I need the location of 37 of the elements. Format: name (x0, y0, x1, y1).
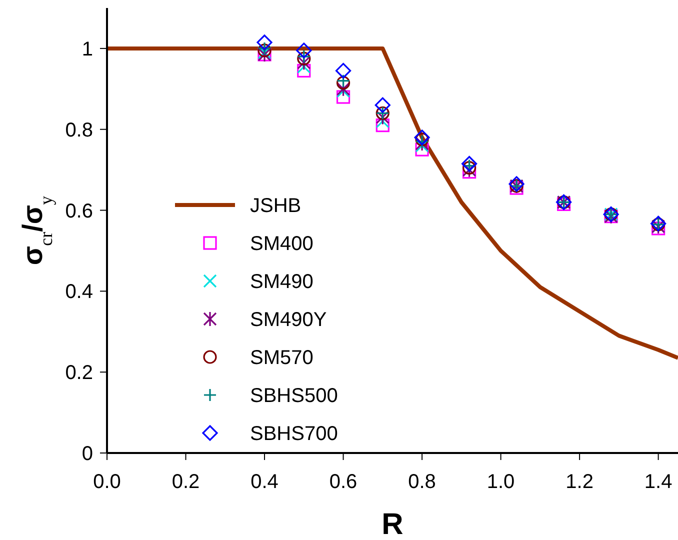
legend-label: SM490 (250, 271, 314, 293)
point (296, 42, 312, 58)
y-tick-label: 0.6 (65, 200, 93, 222)
point (336, 81, 350, 97)
y-tick-label: 0.4 (65, 281, 93, 304)
x-tick-label: 1.0 (486, 471, 515, 493)
legend-label: SM490Y (250, 309, 327, 331)
x-axis-title: R (382, 508, 404, 540)
point (297, 60, 311, 74)
point (336, 90, 350, 104)
legend-label: SM400 (250, 233, 314, 255)
legend-label: SM570 (250, 347, 314, 369)
point (297, 54, 311, 70)
point (414, 130, 430, 146)
x-tick-label: 1.4 (644, 471, 672, 493)
y-tick-label: 1 (82, 38, 93, 60)
point (374, 97, 390, 113)
point (256, 34, 272, 50)
legend-label: SBHS500 (250, 385, 338, 407)
legend-label: SBHS700 (250, 423, 338, 445)
x-tick-label: 0.4 (250, 471, 278, 493)
legend-label: JSHB (250, 195, 302, 217)
point (335, 62, 352, 79)
point (461, 156, 478, 172)
y-tick-label: 0 (82, 443, 93, 465)
point (297, 64, 311, 78)
x-tick-label: 1.2 (566, 471, 594, 493)
point (557, 197, 571, 212)
x-tick-label: 0.8 (408, 471, 436, 493)
point (376, 114, 390, 128)
x-tick-label: 0.2 (172, 471, 200, 493)
point (376, 118, 390, 132)
point (376, 109, 390, 126)
x-tick-label: 0.0 (93, 471, 121, 493)
y-tick-label: 0.2 (65, 362, 93, 384)
x-tick-label: 0.6 (329, 471, 358, 493)
y-tick-label: 0.8 (65, 119, 93, 142)
